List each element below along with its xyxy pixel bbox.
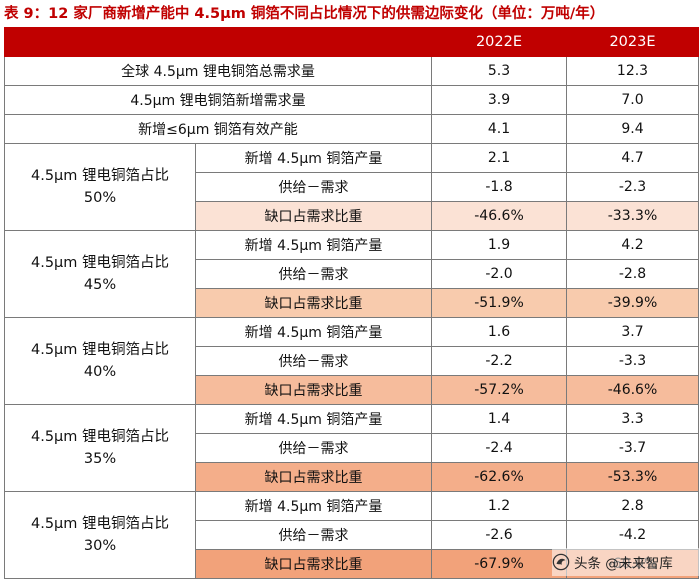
header-2023e: 2023E xyxy=(566,27,699,57)
row-label: 供给－需求 xyxy=(195,433,432,463)
value-2022e: 1.4 xyxy=(431,404,567,434)
value-2023e: 3.3 xyxy=(566,404,699,434)
header-blank xyxy=(4,27,432,57)
value-2023e: -60.0% xyxy=(566,549,699,579)
value-2023e: -39.9% xyxy=(566,288,699,318)
scenario-row: 供给－需求 -1.8 -2.3 xyxy=(5,172,699,202)
scenario-label: 4.5μm 锂电铜箔占比 35% xyxy=(4,404,196,492)
row-label: 新增 4.5μm 铜箔产量 xyxy=(195,404,432,434)
value-2023e: 2.8 xyxy=(566,491,699,521)
value-2022e: 1.6 xyxy=(431,317,567,347)
value-2023e: 3.7 xyxy=(566,317,699,347)
scenario-label: 4.5μm 锂电铜箔占比 50% xyxy=(4,143,196,231)
scenario-row: 4.5μm 锂电铜箔占比 50% 新增 4.5μm 铜箔产量 2.1 4.7 xyxy=(4,143,699,231)
value-2022e: -62.6% xyxy=(431,462,567,492)
scenario-row: 4.5μm 锂电铜箔占比 40% 新增 4.5μm 铜箔产量 1.6 3.7 xyxy=(4,317,699,405)
value-2022e: -67.9% xyxy=(431,549,567,579)
value-2022e: 1.9 xyxy=(431,230,567,260)
scenario-label: 4.5μm 锂电铜箔占比 40% xyxy=(4,317,196,405)
value-2023e: -3.7 xyxy=(566,433,699,463)
value-2023e: 9.4 xyxy=(566,114,699,144)
header-2022e: 2022E xyxy=(431,27,567,57)
scenario-row: 供给－需求 -2.6 -4.2 xyxy=(5,520,699,550)
summary-row: 4.5μm 锂电铜箔新增需求量 3.9 7.0 xyxy=(4,85,699,115)
row-label: 新增 4.5μm 铜箔产量 xyxy=(195,317,432,347)
scenario-row: 4.5μm 锂电铜箔占比 45% 新增 4.5μm 铜箔产量 1.9 4.2 xyxy=(4,230,699,318)
value-2023e: -2.8 xyxy=(566,259,699,289)
scenario-row: 4.5μm 锂电铜箔占比 30% 新增 4.5μm 铜箔产量 1.2 2.8 xyxy=(4,491,699,579)
scenario-label-text: 4.5μm 锂电铜箔占比 50% xyxy=(30,168,170,206)
table-header-row: 2022E 2023E xyxy=(4,27,699,57)
value-2022e: -57.2% xyxy=(431,375,567,405)
row-label: 4.5μm 锂电铜箔新增需求量 xyxy=(4,85,432,115)
value-2023e: 7.0 xyxy=(566,85,699,115)
value-2023e: 4.7 xyxy=(566,143,699,173)
row-label: 新增 4.5μm 铜箔产量 xyxy=(195,491,432,521)
value-2022e: -2.2 xyxy=(431,346,567,376)
scenario-label: 4.5μm 锂电铜箔占比 30% xyxy=(4,491,196,579)
row-label: 缺口占需求比重 xyxy=(195,288,432,318)
scenario-label-text: 4.5μm 锂电铜箔占比 35% xyxy=(30,429,170,467)
value-2023e: -2.3 xyxy=(566,172,699,202)
row-label: 新增≤6μm 铜箔有效产能 xyxy=(4,114,432,144)
value-2023e: -33.3% xyxy=(566,201,699,231)
row-label: 缺口占需求比重 xyxy=(195,375,432,405)
scenario-label: 4.5μm 锂电铜箔占比 45% xyxy=(4,230,196,318)
gap-ratio-row: 缺口占需求比重 -62.6% -53.3% xyxy=(5,462,699,492)
supply-demand-table: 2022E 2023E 全球 4.5μm 锂电铜箔总需求量 5.3 12.3 4.5μ… xyxy=(4,27,699,579)
row-label: 供给－需求 xyxy=(195,520,432,550)
value-2023e: -53.3% xyxy=(566,462,699,492)
gap-ratio-row: 缺口占需求比重 -57.2% -46.6% xyxy=(5,375,699,405)
value-2022e: -51.9% xyxy=(431,288,567,318)
scenario-label-text: 4.5μm 锂电铜箔占比 40% xyxy=(30,342,170,380)
value-2023e: 12.3 xyxy=(566,56,699,86)
value-2022e: 2.1 xyxy=(431,143,567,173)
row-label: 新增 4.5μm 铜箔产量 xyxy=(195,230,432,260)
summary-row: 全球 4.5μm 锂电铜箔总需求量 5.3 12.3 xyxy=(4,56,699,86)
gap-ratio-row: 缺口占需求比重 -46.6% -33.3% xyxy=(5,201,699,231)
value-2022e: 4.1 xyxy=(431,114,567,144)
value-2022e: -46.6% xyxy=(431,201,567,231)
value-2023e: -46.6% xyxy=(566,375,699,405)
row-label: 新增 4.5μm 铜箔产量 xyxy=(195,143,432,173)
value-2023e: -4.2 xyxy=(566,520,699,550)
scenario-label-text: 4.5μm 锂电铜箔占比 45% xyxy=(30,255,170,293)
value-2022e: -2.4 xyxy=(431,433,567,463)
row-label: 缺口占需求比重 xyxy=(195,549,432,579)
scenario-row: 供给－需求 -2.2 -3.3 xyxy=(5,346,699,376)
row-label: 缺口占需求比重 xyxy=(195,462,432,492)
row-label: 供给－需求 xyxy=(195,172,432,202)
value-2022e: 1.2 xyxy=(431,491,567,521)
scenario-row: 4.5μm 锂电铜箔占比 35% 新增 4.5μm 铜箔产量 1.4 3.3 xyxy=(4,404,699,492)
table-body: 全球 4.5μm 锂电铜箔总需求量 5.3 12.3 4.5μm 锂电铜箔新增需求量 3… xyxy=(4,56,699,579)
gap-ratio-row: 缺口占需求比重 -51.9% -39.9% xyxy=(5,288,699,318)
row-label: 供给－需求 xyxy=(195,259,432,289)
value-2023e: -3.3 xyxy=(566,346,699,376)
scenario-label-text: 4.5μm 锂电铜箔占比 30% xyxy=(30,516,170,554)
value-2022e: -1.8 xyxy=(431,172,567,202)
table-caption: 表 9：12 家厂商新增产能中 4.5μm 铜箔不同占比情况下的供需边际变化（单… xyxy=(4,6,605,22)
row-label: 供给－需求 xyxy=(195,346,432,376)
summary-row: 新增≤6μm 铜箔有效产能 4.1 9.4 xyxy=(4,114,699,144)
value-2022e: -2.0 xyxy=(431,259,567,289)
value-2022e: -2.6 xyxy=(431,520,567,550)
value-2023e: 4.2 xyxy=(566,230,699,260)
value-2022e: 3.9 xyxy=(431,85,567,115)
value-2022e: 5.3 xyxy=(431,56,567,86)
scenario-row: 供给－需求 -2.0 -2.8 xyxy=(5,259,699,289)
row-label: 全球 4.5μm 锂电铜箔总需求量 xyxy=(4,56,432,86)
row-label: 缺口占需求比重 xyxy=(195,201,432,231)
